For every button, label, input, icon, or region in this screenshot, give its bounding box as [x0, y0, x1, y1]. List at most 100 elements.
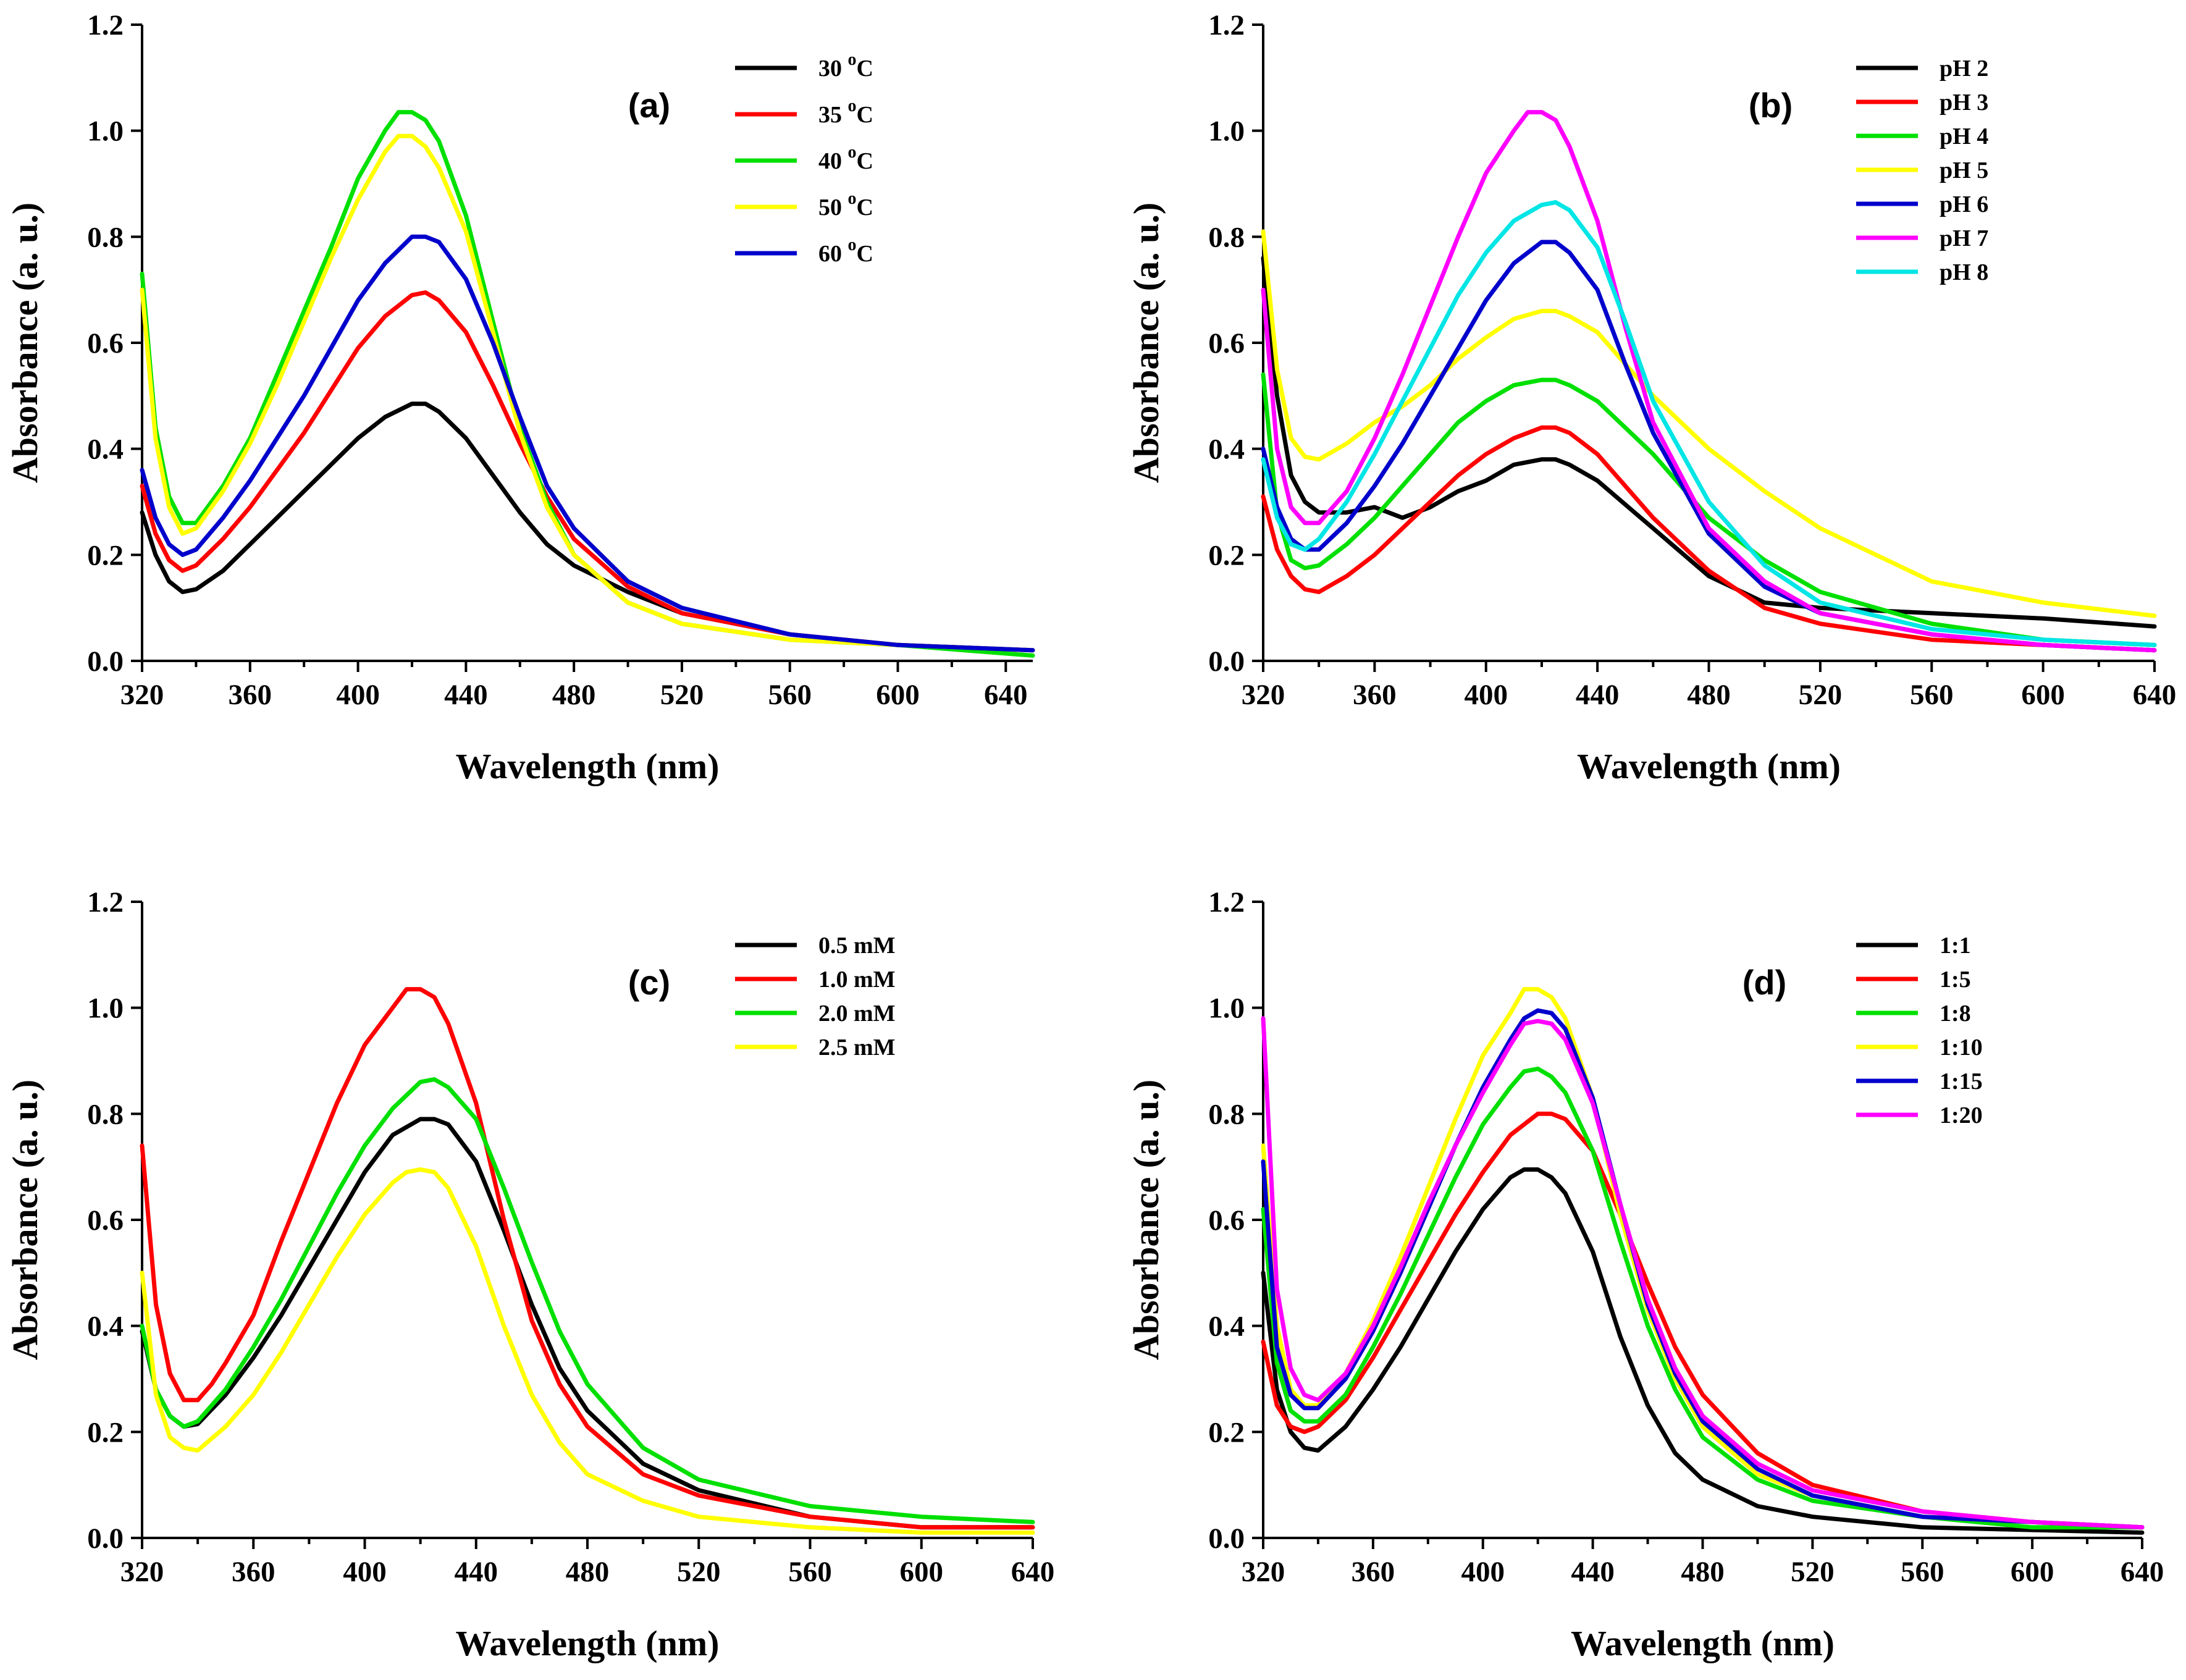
legend-label-sup: o — [848, 235, 857, 254]
y-tick-label: 1.0 — [1208, 116, 1245, 148]
legend-label: 30 oC — [818, 50, 873, 82]
legend-label: 1.0 mM — [818, 967, 896, 993]
panel-c: 0.0 0.2 0.4 0.6 0.8 1.0 1.2 320 360 400 440 480 520 5… — [5, 886, 1054, 1663]
y-tick-label: 0.0 — [1208, 1522, 1245, 1555]
legend-label: 2.0 mM — [818, 1001, 896, 1027]
x-tick-label: 400 — [1465, 679, 1508, 711]
series-line — [140, 290, 1035, 653]
x-tick-label: 640 — [2121, 1556, 2164, 1588]
y-tick-label: 0.2 — [1208, 539, 1245, 571]
legend-label-main: pH 7 — [1940, 225, 1988, 251]
legend-label-main: 1:20 — [1940, 1102, 1983, 1128]
y-tick-label: 0.2 — [87, 1416, 124, 1448]
y-tick-label: 0.4 — [87, 1311, 124, 1343]
y-tick-label: 0.6 — [1208, 327, 1245, 359]
y-tick-label: 0.8 — [87, 221, 124, 253]
series-line — [140, 401, 1035, 653]
series-line — [140, 1117, 1035, 1530]
y-tick-label: 1.2 — [1208, 886, 1245, 918]
legend-label-unit: C — [857, 102, 873, 128]
y-tick-label: 0.0 — [87, 1522, 124, 1555]
legend-label-main: pH 8 — [1940, 259, 1988, 285]
legend-label: 60 oC — [818, 235, 873, 267]
legend-label: 35 oC — [818, 96, 873, 128]
y-tick-label: 0.4 — [1208, 1311, 1245, 1343]
y-tick-label: 0.4 — [1208, 434, 1245, 466]
y-tick-label: 0.0 — [1208, 645, 1245, 678]
series-line — [1261, 1066, 2145, 1530]
panel-label: (c) — [628, 963, 670, 1002]
x-tick-label: 480 — [1681, 1556, 1725, 1588]
x-tick-label: 400 — [336, 679, 380, 711]
legend-label: 1:15 — [1940, 1069, 1983, 1094]
y-tick-label: 0.8 — [87, 1098, 124, 1130]
series-line — [1261, 1016, 2145, 1530]
y-tick-label: 0.4 — [87, 434, 124, 466]
legend-label-main: pH 5 — [1940, 158, 1988, 183]
series-line — [1261, 229, 2157, 618]
x-tick-label: 520 — [660, 679, 704, 711]
series-line — [1261, 1111, 2145, 1530]
x-tick-label: 360 — [1352, 1556, 1395, 1588]
series-line — [1261, 987, 2145, 1530]
x-tick-label: 320 — [1242, 1556, 1285, 1588]
series-line — [140, 1167, 1035, 1535]
x-axis-title: Wavelength (nm) — [456, 746, 720, 786]
legend-label-main: 1:15 — [1940, 1069, 1983, 1094]
series-line — [1261, 200, 2157, 647]
y-axis-title: Absorbance (a. u.) — [1126, 203, 1166, 483]
legend-label-sup: o — [848, 189, 857, 208]
legend-label: 1:10 — [1940, 1035, 1983, 1060]
legend-label-main: 1:5 — [1940, 967, 1971, 993]
legend-label: 1:1 — [1940, 933, 1971, 959]
legend-label-main: pH 3 — [1940, 90, 1988, 116]
x-tick-label: 320 — [120, 679, 164, 711]
legend-label: pH 7 — [1940, 225, 1988, 251]
x-tick-label: 320 — [1242, 679, 1285, 711]
x-tick-label: 560 — [788, 1556, 832, 1588]
series-line — [140, 987, 1035, 1530]
series-line — [1261, 240, 2157, 653]
panel-d: 0.0 0.2 0.4 0.6 0.8 1.0 1.2 320 360 400 440 480 520 5… — [1126, 886, 2164, 1663]
legend-label: 0.5 mM — [818, 933, 896, 959]
legend-label-main: 2.5 mM — [818, 1035, 896, 1060]
legend-label-sup: o — [848, 143, 857, 162]
x-axis-title: Wavelength (nm) — [1571, 1623, 1835, 1663]
x-tick-label: 600 — [876, 679, 920, 711]
series-line — [140, 1077, 1035, 1524]
y-tick-label: 0.8 — [1208, 221, 1245, 253]
x-tick-label: 640 — [984, 679, 1028, 711]
legend-label-main: 30 — [818, 56, 848, 82]
panel-label: (a) — [628, 86, 670, 125]
y-axis-title: Absorbance (a. u.) — [5, 203, 45, 483]
legend-label-sup: o — [848, 96, 857, 116]
y-tick-label: 1.0 — [87, 993, 124, 1025]
x-tick-label: 360 — [229, 679, 272, 711]
legend-label-main: 40 — [818, 148, 848, 174]
x-tick-label: 520 — [1799, 679, 1843, 711]
legend-label-main: 0.5 mM — [818, 933, 896, 959]
series-line — [140, 133, 1035, 653]
series-line — [1261, 256, 2157, 629]
y-tick-label: 0.6 — [87, 1204, 124, 1237]
legend-label-unit: C — [857, 148, 873, 174]
x-tick-label: 440 — [455, 1556, 498, 1588]
legend-label-main: 1.0 mM — [818, 967, 896, 993]
series-line — [1261, 372, 2157, 647]
y-tick-label: 0.0 — [87, 645, 124, 678]
legend-label: 1:8 — [1940, 1001, 1971, 1027]
x-tick-label: 360 — [232, 1556, 275, 1588]
x-axis-title: Wavelength (nm) — [1577, 746, 1841, 786]
x-tick-label: 600 — [900, 1556, 944, 1588]
panel-label: (b) — [1749, 86, 1793, 125]
legend-label-main: 1:8 — [1940, 1001, 1971, 1027]
legend-label: 1:20 — [1940, 1102, 1983, 1128]
y-tick-label: 1.2 — [87, 9, 124, 41]
x-tick-label: 640 — [2133, 679, 2177, 711]
legend-label-main: 1:10 — [1940, 1035, 1983, 1060]
y-tick-label: 0.2 — [87, 539, 124, 571]
legend-label: 2.5 mM — [818, 1035, 896, 1060]
x-tick-label: 400 — [1461, 1556, 1505, 1588]
x-tick-label: 480 — [1687, 679, 1731, 711]
